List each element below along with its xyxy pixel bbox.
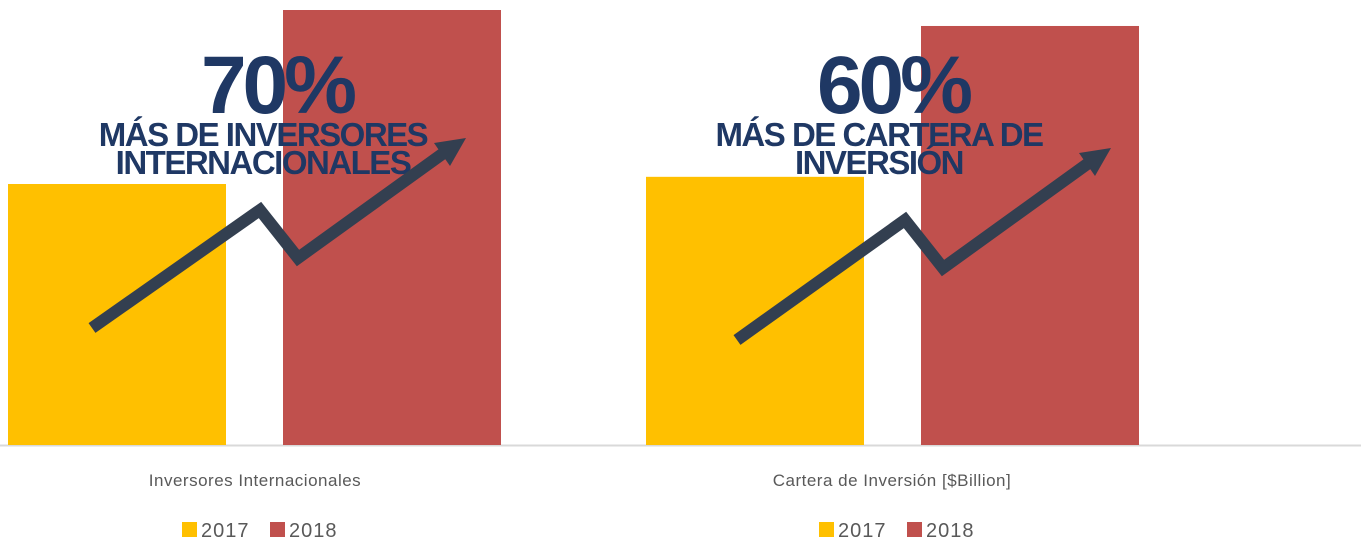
headline-value: 70% [201, 40, 355, 131]
headline-text: INTERNACIONALES [116, 144, 411, 181]
bar [283, 10, 501, 446]
bar [921, 25, 1139, 446]
trend-arrow [88, 147, 449, 333]
category-label: Inversores Internacionales [149, 471, 361, 490]
arrow-head [1079, 148, 1111, 176]
trend-arrow [733, 157, 1094, 345]
headline-text: MÁS DE INVERSORES [99, 116, 428, 153]
legend-swatch [819, 522, 834, 537]
arrow-head [434, 138, 466, 166]
legend-label: 2018 [289, 520, 338, 540]
legend-swatch [182, 522, 197, 537]
legend-swatch [270, 522, 285, 537]
category-label: Cartera de Inversión [$Billion] [773, 471, 1012, 490]
headline-text: INVERSIÓN [795, 144, 963, 181]
legend-label: 2017 [838, 520, 887, 540]
legend-label: 2018 [926, 520, 975, 540]
headline-value: 60% [817, 40, 971, 131]
headline-text: MÁS DE CARTERA DE [715, 116, 1043, 153]
legend-swatch [907, 522, 922, 537]
bar [646, 176, 864, 446]
legend-label: 2017 [201, 520, 250, 540]
